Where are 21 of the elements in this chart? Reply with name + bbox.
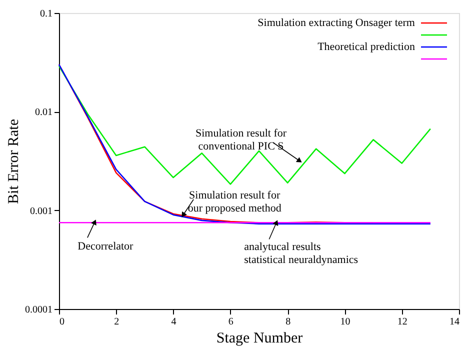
y-tick-label: 0.01 (35, 107, 52, 118)
y-tick-label: 0.001 (30, 206, 52, 217)
x-tick-label: 4 (171, 316, 176, 328)
x-tick-label: 6 (228, 316, 234, 328)
line-series (58, 64, 432, 224)
annotation: Decorrelator (78, 240, 134, 253)
x-tick-label: 12 (397, 316, 408, 328)
annotation: analytucal results statistical neuraldynamics (244, 241, 358, 266)
line-series (58, 65, 432, 185)
x-tick-label: 14 (450, 316, 460, 328)
y-tick-label: 0.0001 (25, 304, 52, 316)
y-axis-title: Bit Error Rate (6, 118, 22, 204)
y-tick-label: 0.1 (40, 8, 52, 20)
x-tick-label: 0 (60, 316, 64, 328)
legend-label: Simulation extracting Onsager term (258, 17, 416, 29)
x-tick-label: 10 (340, 316, 350, 328)
x-tick-label: 2 (114, 316, 120, 328)
annotation: Simulation result for our proposed method (188, 189, 282, 214)
legend-label: Theoretical prediction (318, 41, 416, 53)
x-axis-title: Stage Number (216, 330, 303, 346)
x-tick-label: 8 (286, 316, 291, 328)
